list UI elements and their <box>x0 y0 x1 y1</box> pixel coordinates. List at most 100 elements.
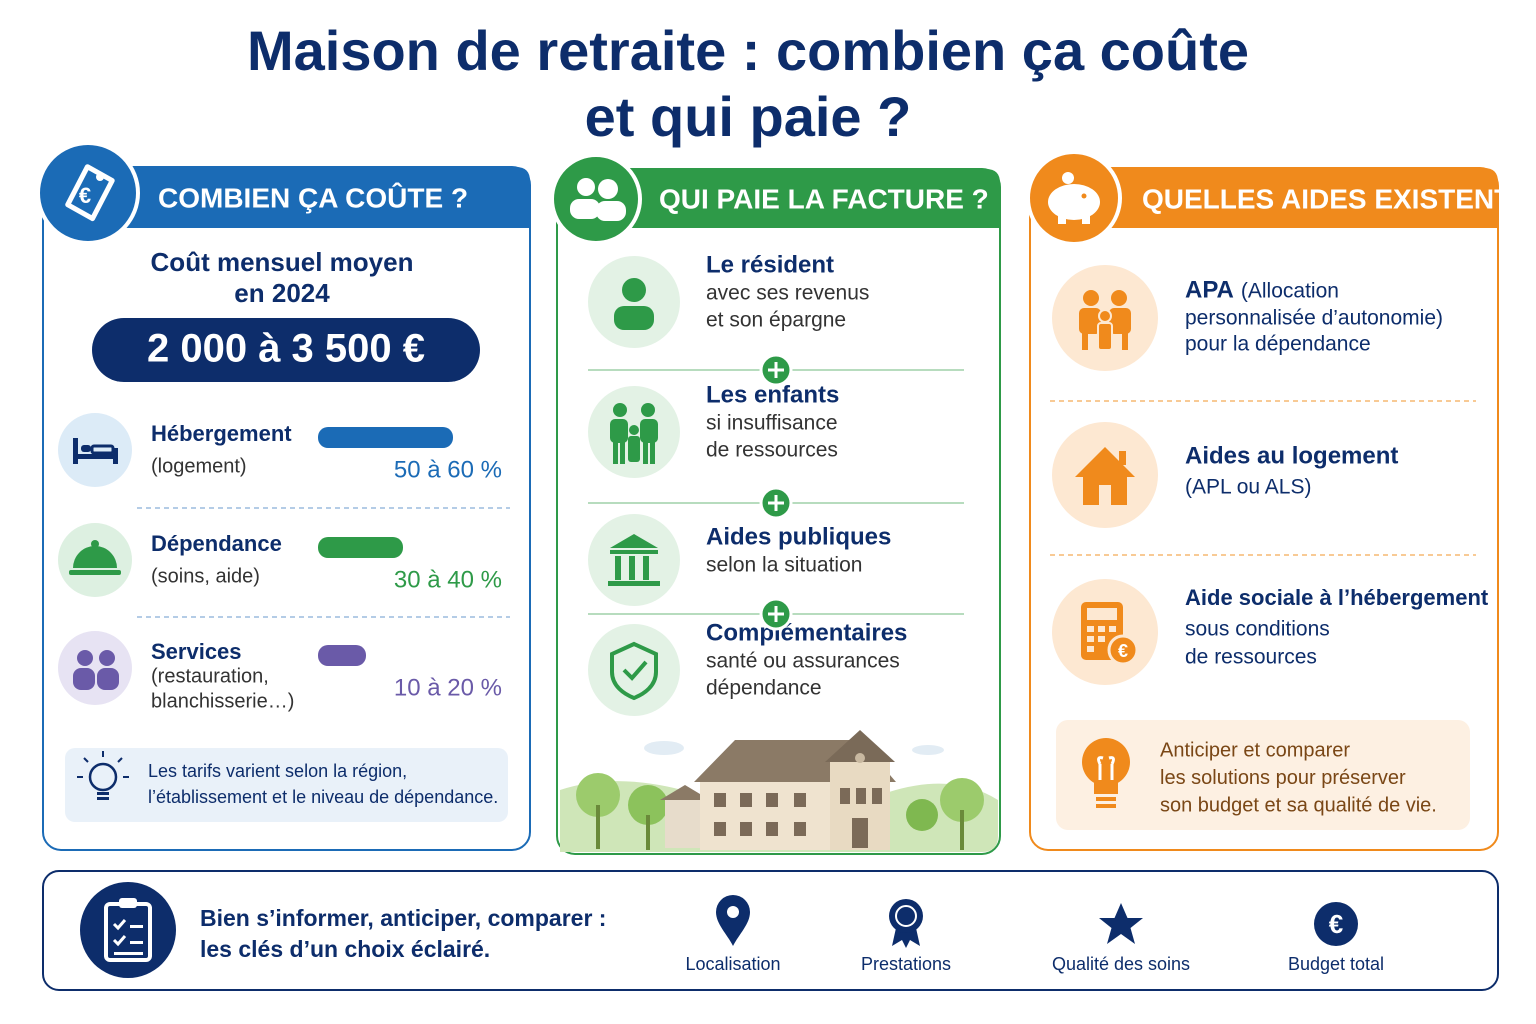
item-detail: sous conditions <box>1185 618 1330 641</box>
item-label: Services <box>151 639 242 664</box>
item-title: Aide sociale à l’hébergement <box>1185 585 1489 610</box>
icon-part <box>1083 290 1099 306</box>
icon-part <box>596 201 626 221</box>
icon-part <box>650 442 655 464</box>
item-title: Aides au logement <box>1185 442 1398 469</box>
icon-part <box>940 778 984 822</box>
icon-part <box>714 793 726 807</box>
panel-header <box>110 167 530 228</box>
icon-part <box>613 442 618 464</box>
item-detail: santé ou assurances <box>706 650 900 673</box>
item-detail: avec ses revenus <box>706 282 869 305</box>
criterion-label: Prestations <box>861 954 951 974</box>
icon-part <box>665 798 705 848</box>
icon-part <box>1087 646 1094 652</box>
icon-part <box>97 797 109 800</box>
building-scene <box>560 730 998 852</box>
icon-part <box>83 757 89 763</box>
tip-box <box>1056 720 1470 830</box>
icon-part <box>73 668 95 690</box>
item-icon <box>1075 447 1135 505</box>
icon-part <box>774 495 778 511</box>
icon-part <box>1087 626 1094 632</box>
icon-part <box>77 650 93 666</box>
icon-part <box>906 799 938 831</box>
item-icon: € <box>1081 602 1139 666</box>
item-detail: (APL ou ALS) <box>1185 476 1311 499</box>
icon-part <box>614 306 654 330</box>
icon-part <box>1048 184 1100 220</box>
icon-part <box>1098 626 1105 632</box>
bulb-icon <box>77 751 129 800</box>
item-detail: et son épargne <box>706 309 846 332</box>
note: Les tarifs varient selon la région, <box>148 761 407 781</box>
icon-part <box>114 952 143 955</box>
icon-part <box>1058 212 1066 224</box>
header-badge <box>36 141 140 245</box>
icon-part <box>629 556 635 580</box>
icon-part <box>620 442 625 464</box>
icon-part <box>97 668 119 690</box>
icon-part <box>1098 309 1112 323</box>
icon-part <box>97 792 109 795</box>
icon-part <box>1097 756 1115 780</box>
item-detail: dépendance <box>706 677 822 700</box>
icon-part <box>895 905 917 927</box>
icon-part <box>872 788 882 804</box>
footer-box <box>42 870 1499 991</box>
icon-part <box>610 534 658 548</box>
icon-part <box>622 278 646 302</box>
icon-part: € <box>1329 909 1343 939</box>
icon-part <box>610 550 658 554</box>
item-detail: (restauration, <box>151 665 269 687</box>
criterion-icon <box>1099 903 1143 944</box>
icon-part <box>1122 332 1128 350</box>
icon-part <box>727 906 739 918</box>
item-detail: (Allocation <box>1241 280 1339 303</box>
icon-part <box>628 436 640 462</box>
tip: son budget et sa qualité de vie. <box>1160 794 1437 816</box>
icon-part <box>825 730 895 762</box>
item-detail: pour la dépendance <box>1185 333 1371 356</box>
share-bar <box>318 645 366 666</box>
footer-text: Bien s’informer, anticiper, comparer : <box>200 905 606 931</box>
icon-part <box>1075 447 1135 477</box>
icon-part <box>740 822 752 836</box>
tip: Anticiper et comparer <box>1160 739 1350 761</box>
icon-part <box>714 788 882 848</box>
panel-header <box>1100 168 1498 228</box>
icon-part <box>1098 636 1105 642</box>
icon-part <box>88 762 118 792</box>
icon-part <box>96 173 104 181</box>
amount: 2 000 à 3 500 € <box>147 327 425 371</box>
item-detail: selon la situation <box>706 554 862 577</box>
piggy-icon <box>1048 172 1100 224</box>
icon-part <box>912 745 944 755</box>
plus-icon <box>768 362 784 378</box>
icon-part <box>570 199 600 219</box>
icon-part <box>1082 332 1088 350</box>
item-title: Le résident <box>706 251 834 278</box>
icon-part <box>117 757 123 763</box>
item-icon-bg <box>588 624 680 716</box>
item-detail: blanchisserie…) <box>151 690 294 712</box>
panel-heading: QUI PAIE LA FACTURE ? <box>659 183 989 214</box>
icon-part <box>615 556 621 580</box>
icon-part <box>119 898 137 908</box>
title: et qui paie ? <box>585 85 912 148</box>
icon-part <box>622 660 648 681</box>
icon-part <box>856 788 866 804</box>
icon-part <box>1062 172 1074 184</box>
note-box <box>65 748 508 822</box>
icon-part <box>1087 626 1116 652</box>
icon-part <box>855 753 865 763</box>
item-icon-bg <box>58 413 132 487</box>
icon-part <box>714 822 726 836</box>
icon-part <box>892 928 920 948</box>
icon-part <box>1109 626 1116 632</box>
tip-bulb <box>1082 738 1130 808</box>
icon-part <box>660 785 710 800</box>
icon-part <box>610 419 628 443</box>
cost-subtitle: Coût mensuel moyen <box>151 247 414 277</box>
